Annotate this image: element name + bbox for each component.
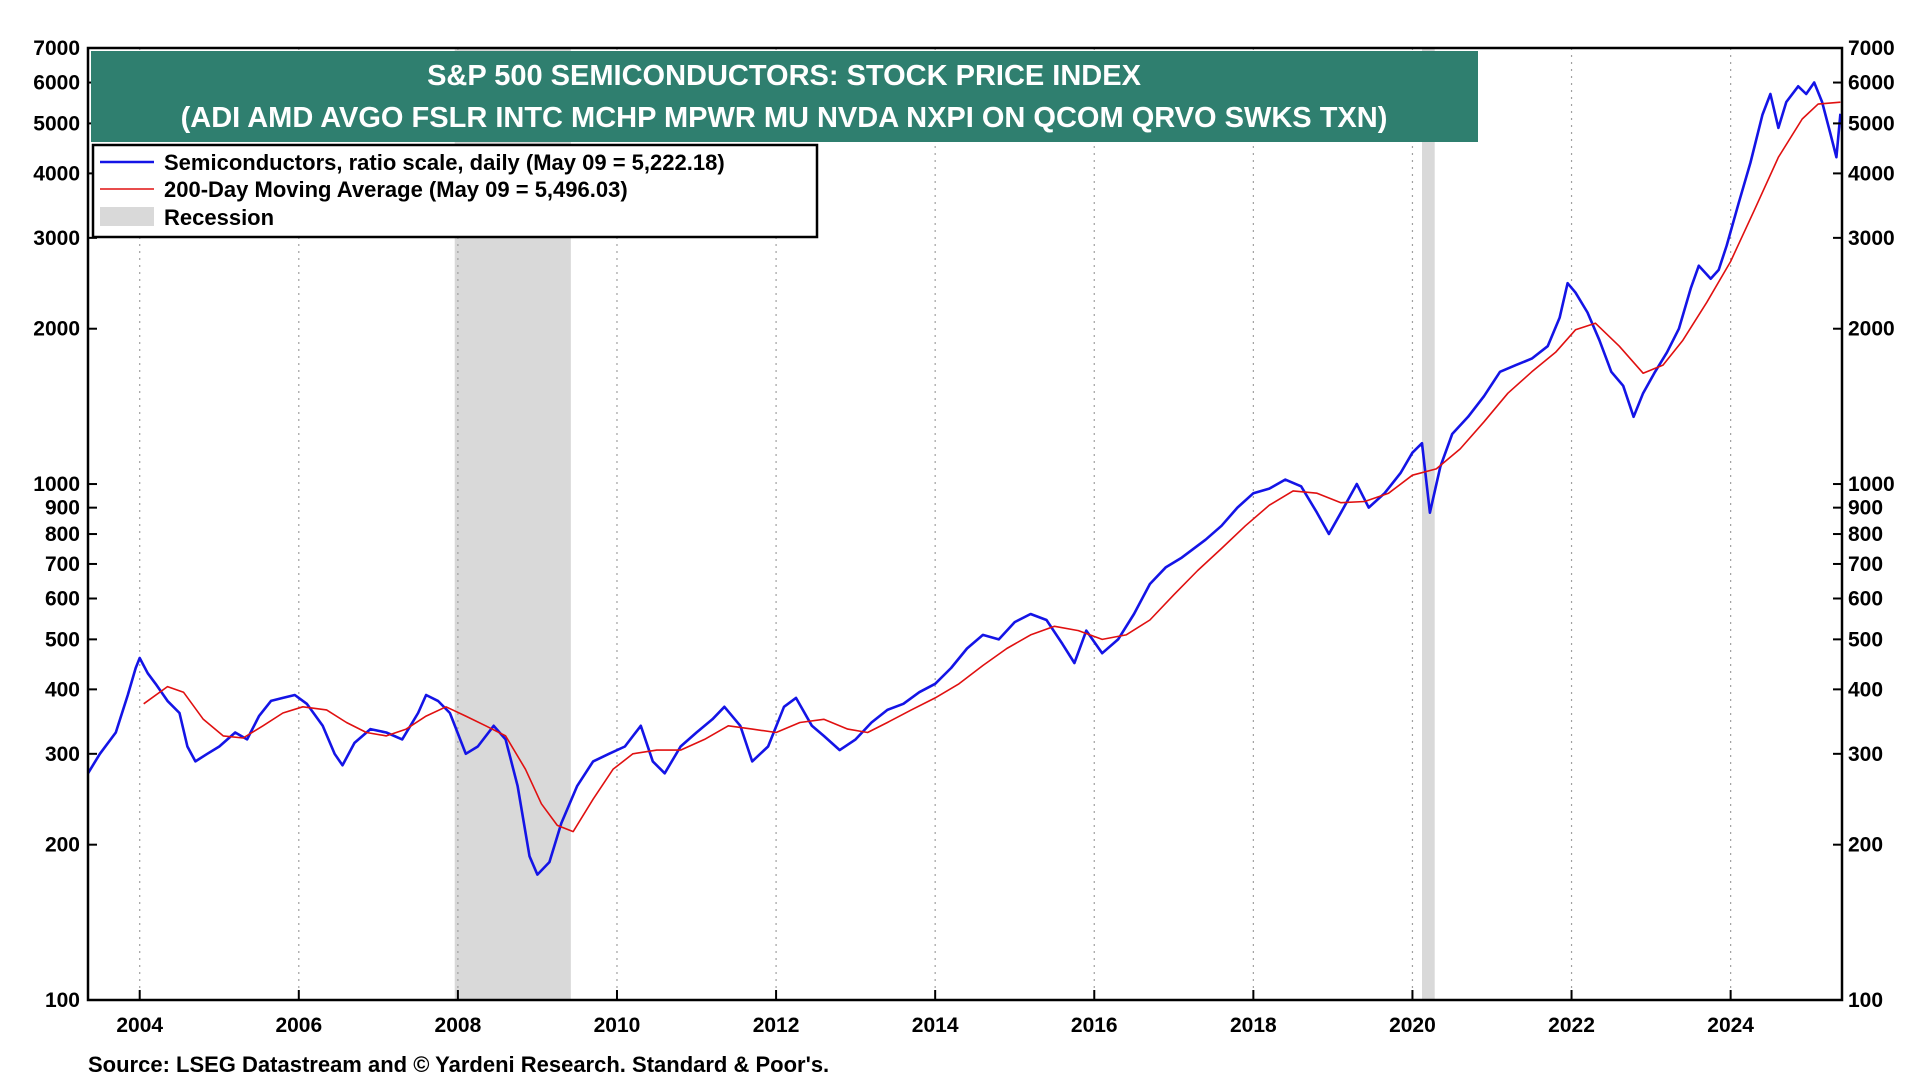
y-tick-label-left-500: 500: [45, 628, 80, 651]
legend-series-label: Semiconductors, ratio scale, daily (May …: [164, 150, 725, 175]
x-tick-label-2014: 2014: [912, 1014, 959, 1037]
y-tick-label-right-1000: 1000: [1848, 473, 1895, 496]
recession-band-2: [1421, 48, 1435, 1000]
title-box: [91, 51, 1478, 142]
legend-ma-label: 200-Day Moving Average (May 09 = 5,496.0…: [164, 177, 628, 202]
y-tick-label-left-5000: 5000: [33, 112, 80, 135]
y-tick-label-left-7000: 7000: [33, 37, 80, 60]
legend-box: [91, 143, 819, 239]
y-tick-label-right-400: 400: [1848, 678, 1883, 701]
chart-title: S&P 500 SEMICONDUCTORS: STOCK PRICE INDE…: [427, 60, 1142, 92]
x-tick-label-2012: 2012: [753, 1014, 800, 1037]
series-line-semiconductors: [86, 81, 1842, 876]
x-tick-label-2016: 2016: [1071, 1014, 1118, 1037]
x-tick-label-2018: 2018: [1230, 1014, 1277, 1037]
y-tick-label-left-400: 400: [45, 678, 80, 701]
y-tick-label-left-6000: 6000: [33, 72, 80, 95]
y-tick-label-left-3000: 3000: [33, 227, 80, 250]
y-tick-label-left-600: 600: [45, 588, 80, 611]
y-tick-label-right-6000: 6000: [1848, 72, 1895, 95]
x-tick-label-2004: 2004: [116, 1014, 163, 1037]
x-tick-label-2010: 2010: [594, 1014, 641, 1037]
plot-frame: [86, 46, 1844, 1002]
y-tick-label-right-700: 700: [1848, 553, 1883, 576]
y-tick-label-left-100: 100: [45, 989, 80, 1012]
y-tick-label-left-4000: 4000: [33, 162, 80, 185]
y-tick-label-right-200: 200: [1848, 834, 1883, 857]
legend-swatch-recession: [100, 207, 154, 226]
chart-subtitle: (ADI AMD AVGO FSLR INTC MCHP MPWR MU NVD…: [181, 102, 1388, 134]
y-tick-label-right-3000: 3000: [1848, 227, 1895, 250]
x-tick-label-2024: 2024: [1707, 1014, 1754, 1037]
y-tick-label-right-2000: 2000: [1848, 318, 1895, 341]
y-tick-label-right-600: 600: [1848, 588, 1883, 611]
y-tick-label-right-500: 500: [1848, 628, 1883, 651]
source-note: Source: LSEG Datastream and © Yardeni Re…: [88, 1052, 829, 1077]
x-axis-labels: 2004 2006 2008 2010 2012 2014 2016 2018 2020 2022…: [116, 1014, 1754, 1037]
series-layer: [86, 81, 1842, 876]
legend-recession-label: Recession: [164, 205, 274, 230]
y-tick-label-left-300: 300: [45, 743, 80, 766]
series-line-200-day-ma: [143, 101, 1841, 833]
y-tick-label-left-1000: 1000: [33, 473, 80, 496]
y-tick-label-right-900: 900: [1848, 497, 1883, 520]
y-tick-label-left-900: 900: [45, 497, 80, 520]
y-tick-label-left-2000: 2000: [33, 318, 80, 341]
y-tick-label-left-700: 700: [45, 553, 80, 576]
x-tick-label-2008: 2008: [435, 1014, 482, 1037]
y-tick-label-right-7000: 7000: [1848, 37, 1895, 60]
x-tick-label-2020: 2020: [1389, 1014, 1436, 1037]
y-tick-label-right-300: 300: [1848, 743, 1883, 766]
y-tick-label-right-100: 100: [1848, 989, 1883, 1012]
y-tick-label-right-4000: 4000: [1848, 162, 1895, 185]
y-tick-label-left-200: 200: [45, 834, 80, 857]
y-tick-label-right-800: 800: [1848, 523, 1883, 546]
y-tick-label-right-5000: 5000: [1848, 112, 1895, 135]
x-tick-label-2022: 2022: [1548, 1014, 1595, 1037]
x-tick-label-2006: 2006: [275, 1014, 322, 1037]
legend: Semiconductors, ratio scale, daily (May …: [91, 143, 819, 239]
y-tick-label-left-800: 800: [45, 523, 80, 546]
gridlines: [139, 48, 1732, 1000]
